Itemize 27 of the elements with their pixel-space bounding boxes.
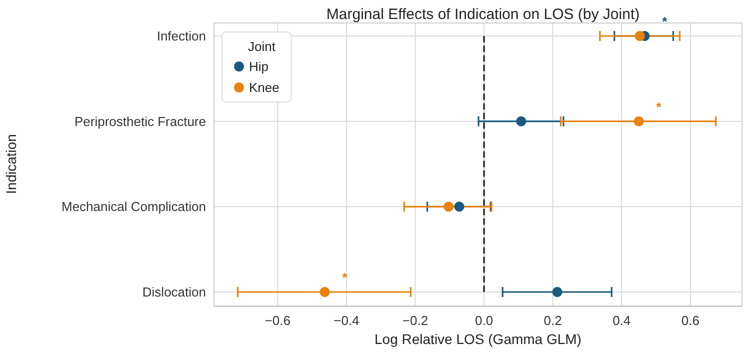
- data-label: *: [656, 99, 662, 114]
- y-tick-label: Mechanical Complication: [61, 199, 206, 214]
- legend-label: Hip: [249, 59, 269, 74]
- point: [444, 202, 454, 212]
- x-tick-label: 0.0: [474, 313, 494, 328]
- x-axis-title: Log Relative LOS (Gamma GLM): [374, 331, 582, 347]
- legend-label: Knee: [249, 80, 280, 95]
- x-tick-label: 0.6: [681, 313, 700, 328]
- chart-title: Marginal Effects of Indication on LOS (by Joint): [326, 6, 640, 23]
- x-tick-label: −0.4: [334, 313, 360, 328]
- y-tick-label: Dislocation: [142, 284, 206, 300]
- y-tick-label: Infection: [156, 28, 206, 44]
- data-label: *: [342, 270, 348, 285]
- point: [634, 116, 644, 126]
- point: [634, 31, 645, 41]
- point: [320, 287, 330, 297]
- point: [454, 202, 464, 212]
- y-tick-label: Periprosthetic Fracture: [74, 114, 206, 129]
- x-tick-label: −0.2: [402, 313, 428, 328]
- data-label: *: [662, 14, 668, 29]
- x-tick-label: 0.4: [612, 313, 631, 328]
- point: [552, 287, 562, 297]
- x-tick-label: 0.2: [544, 313, 562, 328]
- x-tick-label: −0.6: [264, 313, 290, 328]
- point: [516, 116, 526, 126]
- legend-title: Joint: [248, 39, 276, 54]
- y-axis-title: Indication: [3, 134, 19, 194]
